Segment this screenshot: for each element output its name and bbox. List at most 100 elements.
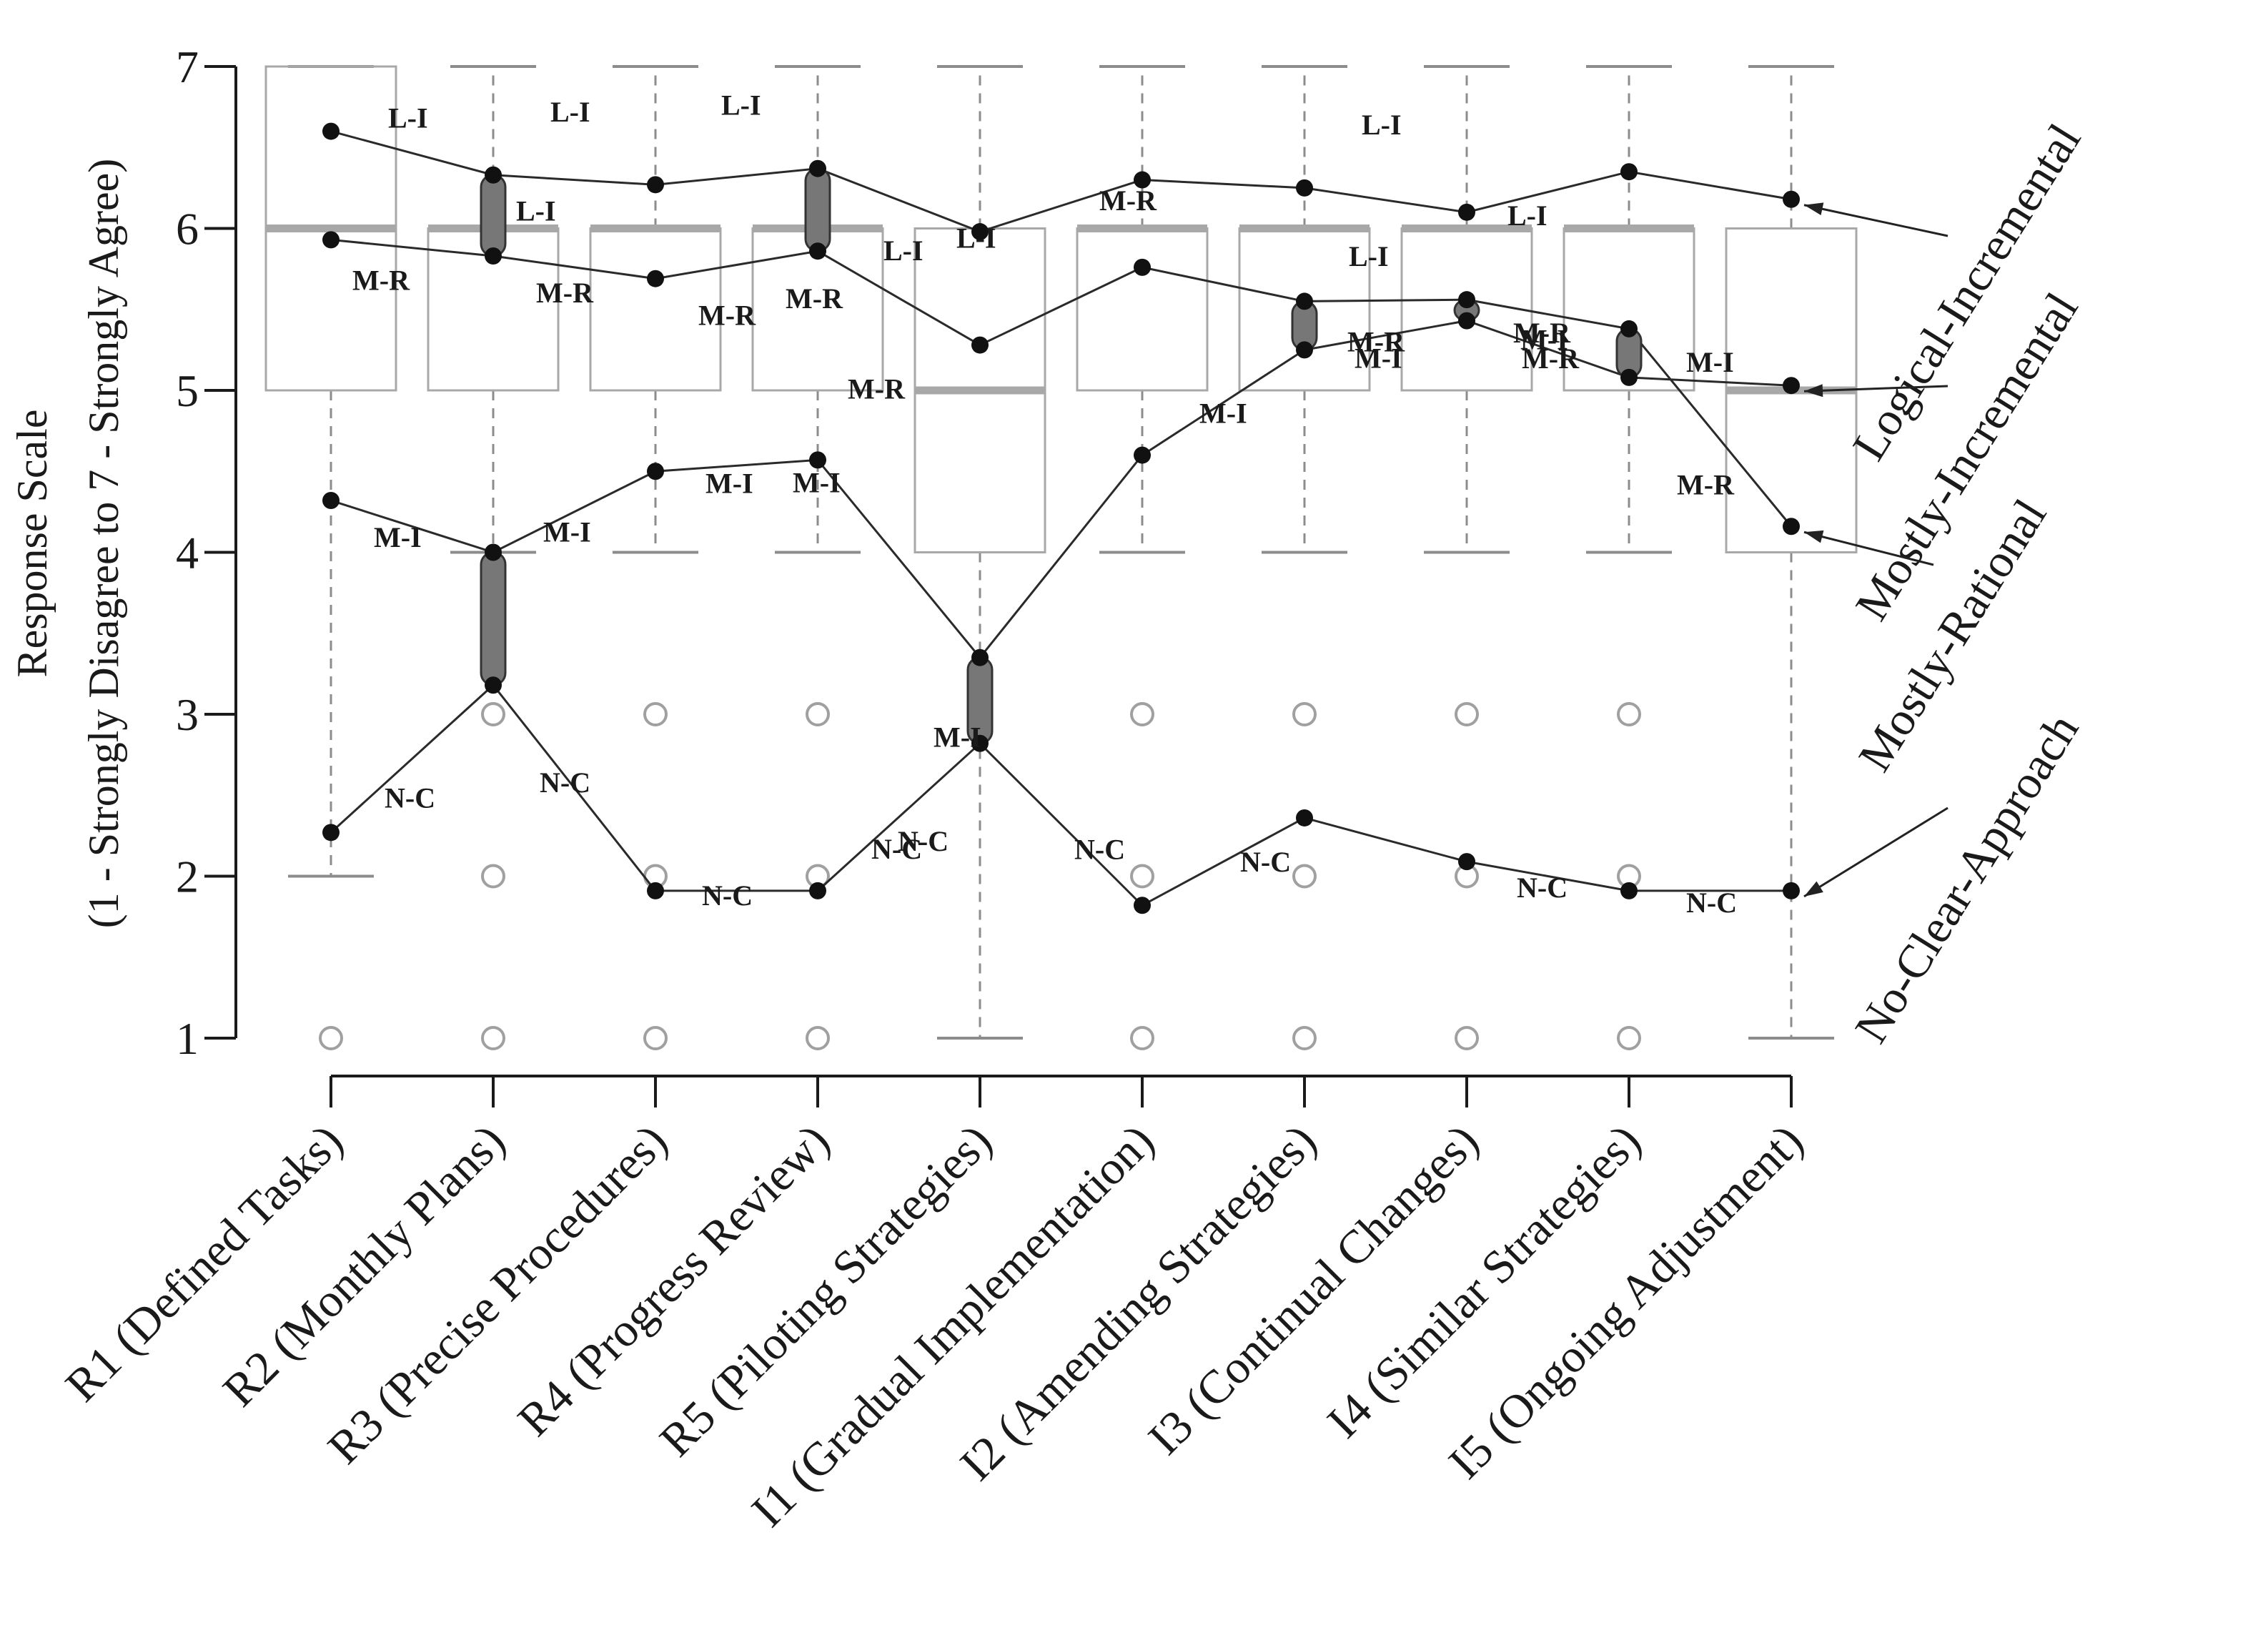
x-tick-label: R2 (Monthly Plans) [213,1115,515,1416]
series-point [1296,292,1313,310]
outlier-marker [806,702,830,726]
y-tick-label: 6 [176,204,199,255]
point-label: M-R [698,300,756,332]
point-label: M-I [793,466,841,498]
series-point [1458,203,1475,221]
point-label: M-I [934,721,981,754]
point-label: L-I [516,194,556,227]
points-layer [322,122,1800,914]
point-label: M-I [374,521,422,553]
point-label: M-R [1347,325,1405,357]
point-label: L-I [883,235,923,267]
series-arrow-line [1803,531,1934,566]
outlier-marker [1292,702,1317,726]
series-line [330,684,1791,907]
axis-layer [234,66,1791,1077]
series-point [485,247,502,265]
outlier-marker [1455,702,1479,726]
series-point [485,676,502,694]
outlier-marker [643,702,668,726]
series-point [971,223,989,241]
outlier-marker [481,1026,505,1050]
point-label: M-R [1513,317,1571,349]
series-arrow-line [1803,385,1948,393]
series-point [1620,368,1638,386]
outlier-marker [643,1026,668,1050]
series-lines-layer [330,130,1793,907]
series-point [809,242,826,260]
series-arrow-line [1803,204,1948,237]
range-bar [480,551,507,686]
range-bar [804,167,831,252]
point-label: M-R [1099,184,1157,217]
point-label: L-I [388,102,428,134]
outlier-marker [806,1026,830,1050]
y-tick-label: 7 [176,41,199,92]
outlier-marker [319,1026,343,1050]
series-point [971,336,989,354]
series-point [1783,377,1800,395]
outlier-marker [481,702,505,726]
series-point [1296,179,1313,197]
x-tick-label: I3 (Continual Changes) [1139,1115,1489,1465]
point-label: M-R [786,282,843,315]
point-label: L-I [956,222,996,255]
point-label: M-I [1686,346,1734,378]
series-point [971,734,989,752]
range-bar [480,174,507,257]
y-axis-title-line-1: Response Scale [9,410,56,678]
series-point [971,648,989,666]
series-arrow-head [1804,202,1824,216]
series-point [1134,258,1151,276]
point-label: N-C [1074,833,1125,865]
outlier-marker [481,864,505,889]
point-label: L-I [1362,109,1402,141]
series-annotations: Logical-IncrementalMostly-IncrementalMos… [1803,115,2091,1052]
point-label: M-R [1677,468,1735,500]
point-label: N-C [702,879,753,912]
outlier-marker [1130,864,1154,889]
point-label: M-I [543,516,591,548]
y-tick-label: 1 [176,1013,199,1064]
series-line [330,238,1793,528]
y-ticks: 1 2 3 4 5 6 7 [176,41,236,1064]
x-tick-label: I4 (Similar Strategies) [1317,1115,1650,1448]
x-tick-label: R4 (Progress Review) [508,1115,840,1446]
y-tick-label: 2 [176,852,199,902]
boxes-layer [264,65,1858,1050]
series-point [1458,291,1475,309]
point-label: M-I [705,467,753,499]
x-tick-label: R5 (Piloting Strategies) [650,1115,1001,1466]
series-point [1134,897,1151,914]
series-point [1783,518,1800,536]
series-point [809,451,826,469]
series-line [330,320,1792,660]
series-point [1620,882,1638,899]
series-arrow-line [1803,806,1948,898]
y-tick-label: 4 [176,528,199,578]
ranges-layer [480,167,1643,745]
series-point [1783,190,1800,208]
outlier-marker [1617,702,1641,726]
series-point [322,492,340,510]
point-label: M-R [1522,342,1580,375]
series-point [1134,171,1151,189]
series-point [485,543,502,561]
series-point [322,824,340,842]
outlier-marker [1617,1026,1641,1050]
series-arrow-head [1804,881,1823,897]
series-point [1458,312,1475,330]
point-labels-layer: L-I L-IL-IL-IL-I L-IL-IL-IL-IM-R M-RM-RM-RM… [352,89,1737,919]
series-arrow-head [1804,530,1824,543]
point-label: L-I [550,96,590,128]
y-tick-label: 3 [176,689,199,740]
series-point [809,159,826,177]
outlier-marker [1130,1026,1154,1050]
series-point [1296,809,1313,827]
series-point [485,166,502,184]
y-axis-title-line-2: (1 - Strongly Disagree to 7 - Strongly A… [80,159,127,928]
point-label: N-C [385,781,435,814]
series-point [647,463,664,480]
point-label: N-C [1240,846,1291,878]
